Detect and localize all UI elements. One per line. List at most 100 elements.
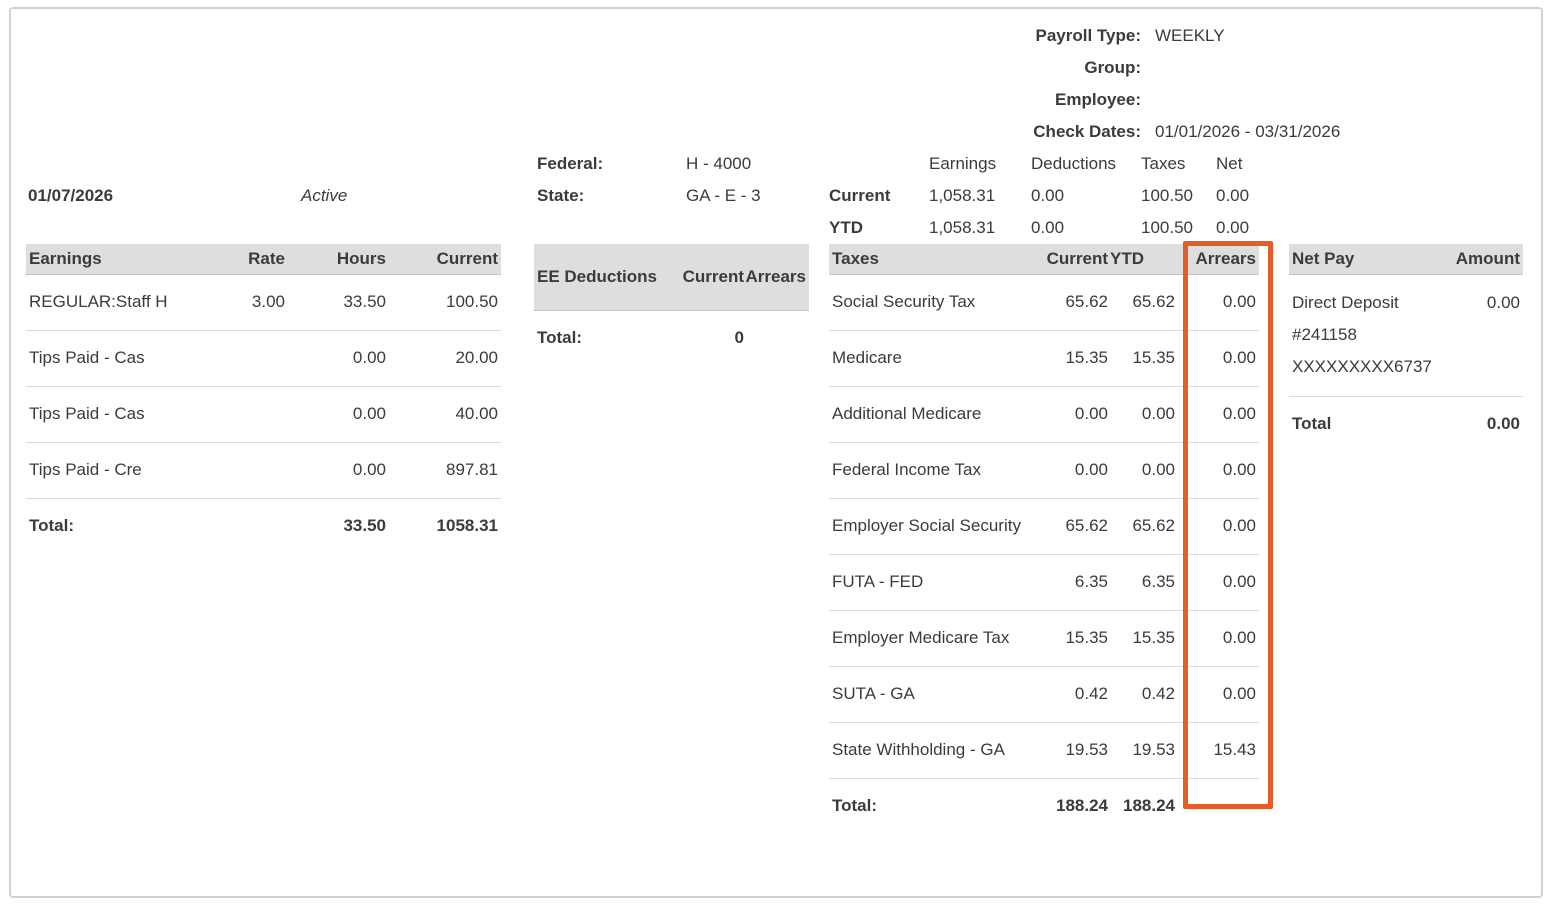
tax-ytd: 0.00: [1141, 404, 1175, 423]
earning-current: 100.50: [446, 292, 498, 311]
state-label: State:: [537, 186, 585, 205]
tax-row: Social Security Tax 65.62 65.62 0.00: [829, 275, 1259, 331]
summary-header-row: Earnings Deductions Taxes Net: [829, 148, 1299, 180]
check-date-line: 01/07/2026 Active: [28, 180, 503, 212]
payroll-type-row: Payroll Type: WEEKLY: [901, 20, 1541, 52]
earning-name: Tips Paid - Cas: [29, 404, 145, 423]
summary-ytd-net: 0.00: [1216, 218, 1250, 237]
earning-rate: [215, 399, 285, 429]
federal-value: H - 4000: [686, 154, 752, 173]
summary-current-deductions: 0.00: [1031, 186, 1065, 205]
earning-hours: 0.00: [352, 460, 386, 479]
earning-rate: [215, 343, 285, 373]
earning-current: 40.00: [455, 404, 498, 423]
earnings-header-rate: Rate: [248, 249, 285, 268]
deductions-header-name: EE Deductions: [537, 267, 657, 286]
tax-current: 65.62: [1065, 516, 1108, 535]
netpay-header-name: Net Pay: [1292, 249, 1355, 268]
earning-rate: 3.00: [251, 292, 285, 311]
deductions-header-current: Current: [682, 267, 744, 286]
tax-row: SUTA - GA 0.42 0.42 0.00: [829, 667, 1259, 723]
deductions-table-header: EE Deductions Current Arrears: [534, 244, 809, 311]
summary-ytd-taxes: 100.50: [1141, 218, 1193, 237]
earnings-header-name: Earnings: [29, 249, 102, 268]
earnings-table: Earnings Rate Hours Current REGULAR:Staf…: [26, 244, 501, 554]
deductions-total-current: 0: [734, 328, 744, 347]
summary-col-deductions: Deductions: [1031, 154, 1117, 173]
tax-name: SUTA - GA: [832, 684, 915, 703]
tax-ytd: 15.35: [1132, 348, 1175, 367]
tax-current: 65.62: [1065, 292, 1108, 311]
federal-row: Federal: H - 4000: [537, 148, 817, 180]
employee-row: Employee:: [901, 84, 1541, 116]
earning-name: Tips Paid - Cre: [29, 460, 142, 479]
earnings-total-row: Total: 33.50 1058.31: [26, 499, 501, 554]
state-value: GA - E - 3: [686, 186, 761, 205]
tax-ytd: 19.53: [1132, 740, 1175, 759]
summary-ytd-row: YTD 1,058.31 0.00 100.50 0.00: [829, 212, 1299, 244]
tax-name: Employer Social Security: [832, 516, 1021, 535]
earnings-row: REGULAR:Staff H 3.00 33.50 100.50: [26, 275, 501, 331]
earning-hours: 0.00: [352, 348, 386, 367]
earnings-table-header: Earnings Rate Hours Current: [26, 244, 501, 275]
earnings-total-label: Total:: [29, 516, 75, 535]
tax-arrears: 0.00: [1222, 292, 1256, 311]
deductions-header-arrears: Arrears: [745, 267, 807, 286]
tax-current: 15.35: [1065, 348, 1108, 367]
earnings-row: Tips Paid - Cas 0.00 20.00: [26, 331, 501, 387]
check-status: Active: [301, 186, 348, 205]
taxes-total-label: Total:: [832, 796, 878, 815]
totals-summary: Earnings Deductions Taxes Net Current 1,…: [829, 148, 1299, 244]
tax-row: Employer Social Security 65.62 65.62 0.0…: [829, 499, 1259, 555]
netpay-check-number: #241158: [1292, 325, 1357, 344]
earning-hours: 33.50: [343, 292, 386, 311]
check-date: 01/07/2026: [28, 186, 114, 205]
federal-label: Federal:: [537, 154, 604, 173]
tax-arrears: 0.00: [1222, 516, 1256, 535]
netpay-method: Direct Deposit #241158 XXXXXXXXX6737: [1292, 287, 1446, 383]
check-dates-label: Check Dates:: [1033, 122, 1141, 141]
netpay-table: Net Pay Amount Direct Deposit #241158 XX…: [1289, 244, 1523, 452]
filing-status-block: Federal: H - 4000 State: GA - E - 3: [537, 148, 817, 212]
tax-current: 0.00: [1074, 460, 1108, 479]
group-row: Group:: [901, 52, 1541, 84]
check-dates-value: 01/01/2026 - 03/31/2026: [1155, 122, 1341, 141]
tax-row: Additional Medicare 0.00 0.00 0.00: [829, 387, 1259, 443]
summary-current-earnings: 1,058.31: [929, 186, 996, 205]
summary-current-net: 0.00: [1216, 186, 1250, 205]
summary-col-taxes: Taxes: [1141, 154, 1186, 173]
tax-current: 19.53: [1065, 740, 1108, 759]
tax-row: Employer Medicare Tax 15.35 15.35 0.00: [829, 611, 1259, 667]
tax-row: Federal Income Tax 0.00 0.00 0.00: [829, 443, 1259, 499]
group-value: [1155, 52, 1541, 84]
taxes-table-header: Taxes Current YTD Arrears: [829, 244, 1259, 275]
taxes-total-current: 188.24: [1056, 796, 1108, 815]
summary-ytd-label: YTD: [829, 218, 863, 237]
check-detail-card: Payroll Type: WEEKLY Group: Employee: Ch…: [9, 7, 1543, 898]
tax-arrears: 0.00: [1222, 628, 1256, 647]
tax-name: Medicare: [832, 348, 902, 367]
tax-ytd: 15.35: [1132, 628, 1175, 647]
taxes-header-current: Current: [1046, 249, 1108, 268]
tax-arrears: 0.00: [1222, 348, 1256, 367]
state-row: State: GA - E - 3: [537, 180, 817, 212]
tax-name: Employer Medicare Tax: [832, 628, 1010, 647]
tax-current: 6.35: [1074, 572, 1108, 591]
tax-name: State Withholding - GA: [832, 740, 1005, 759]
deductions-table: EE Deductions Current Arrears Total: 0: [534, 244, 809, 366]
tax-row: Medicare 15.35 15.35 0.00: [829, 331, 1259, 387]
summary-current-taxes: 100.50: [1141, 186, 1193, 205]
summary-col-earnings: Earnings: [929, 154, 997, 173]
taxes-total-ytd: 188.24: [1123, 796, 1175, 815]
employee-label: Employee:: [1055, 90, 1141, 109]
payroll-header-info: Payroll Type: WEEKLY Group: Employee: Ch…: [901, 20, 1541, 148]
tax-name: Social Security Tax: [832, 292, 976, 311]
group-label: Group:: [1084, 58, 1141, 77]
summary-current-row: Current 1,058.31 0.00 100.50 0.00: [829, 180, 1299, 212]
summary-ytd-earnings: 1,058.31: [929, 218, 996, 237]
earnings-header-hours: Hours: [336, 249, 386, 268]
earnings-row: Tips Paid - Cre 0.00 897.81: [26, 443, 501, 499]
earning-name: REGULAR:Staff H: [29, 292, 168, 311]
netpay-total-amount: 0.00: [1486, 414, 1520, 433]
tax-arrears: 0.00: [1222, 460, 1256, 479]
